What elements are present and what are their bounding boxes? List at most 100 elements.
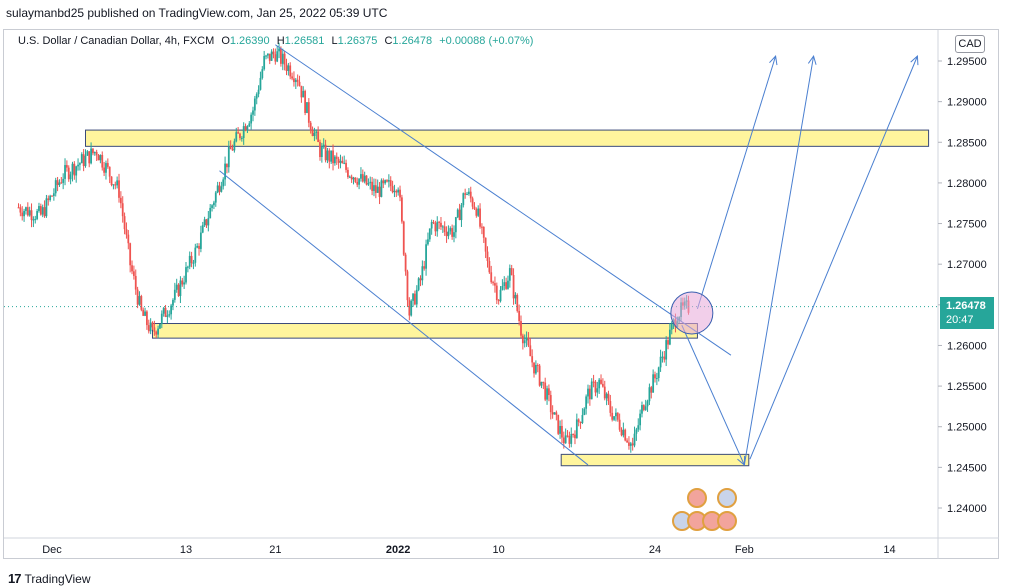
high-value: 1.26581 <box>284 35 325 47</box>
candle-body <box>173 289 176 300</box>
candle-body <box>622 429 625 436</box>
candle-body <box>293 78 295 83</box>
candle-body <box>605 393 608 399</box>
candle-body <box>41 207 44 215</box>
candle-body <box>549 395 552 413</box>
candle-body <box>32 219 35 221</box>
candle-body <box>481 226 483 228</box>
candle-body <box>626 440 628 443</box>
candle-body <box>430 222 433 229</box>
candle-body <box>473 206 476 209</box>
candle-body <box>477 208 480 216</box>
candle-body <box>62 178 65 183</box>
candle-body <box>146 311 148 326</box>
candle-body <box>300 85 303 98</box>
candle-body <box>590 381 593 400</box>
candle-body <box>97 155 100 161</box>
open-label: O <box>221 35 230 47</box>
candle-body <box>257 89 260 95</box>
candle-body <box>555 412 558 415</box>
footer-brand[interactable]: TradingView <box>24 571 91 586</box>
candle-body <box>144 311 146 316</box>
candle-body <box>23 210 25 217</box>
candle-body <box>637 425 640 430</box>
close-label: C <box>384 35 393 47</box>
candle-body <box>661 356 664 358</box>
candle-body <box>108 166 111 177</box>
candle-body <box>166 315 169 317</box>
low-value: 1.26375 <box>337 35 378 47</box>
bar-countdown: 20:47 <box>946 314 974 326</box>
candle-body <box>268 53 271 61</box>
candle-body <box>361 174 364 182</box>
candle-body <box>648 387 651 402</box>
candle-body <box>382 180 385 184</box>
candle-body <box>281 53 284 64</box>
candle-body <box>507 280 509 289</box>
candle-body <box>458 209 461 221</box>
candle-body <box>588 388 591 400</box>
candle-body <box>194 247 197 263</box>
candle-body <box>494 283 496 286</box>
candle-body <box>386 180 388 182</box>
candle-body <box>309 122 312 131</box>
candle-body <box>389 180 392 187</box>
candle-body <box>358 178 360 185</box>
candle-body <box>213 202 215 206</box>
candle-body <box>129 243 132 266</box>
candle-body <box>577 419 580 422</box>
x-tick-label: 2022 <box>386 544 410 556</box>
candle-body <box>294 79 297 83</box>
candle-body <box>38 206 40 211</box>
candle-body <box>315 131 318 134</box>
candle-body <box>186 266 189 268</box>
symbol-label[interactable]: U.S. Dollar / Canadian Dollar, 4h, FXCM <box>18 35 215 47</box>
footer: 17 TradingView <box>8 571 91 586</box>
support-resistance-zone <box>560 453 750 467</box>
candle-body <box>69 174 72 180</box>
candle-body <box>570 433 573 444</box>
candle-body <box>397 189 400 193</box>
candle-body <box>499 289 502 302</box>
candle-body <box>410 300 413 316</box>
y-tick-label: 1.27500 <box>947 219 987 231</box>
candle-body <box>654 374 656 379</box>
candle-body <box>196 245 199 248</box>
candle-body <box>497 300 500 302</box>
candle-body <box>600 379 602 384</box>
candle-body <box>207 218 210 226</box>
candle-body <box>387 180 390 182</box>
candle-body <box>332 150 334 164</box>
candle-body <box>93 151 96 154</box>
high-label: H <box>276 35 285 47</box>
currency-button[interactable]: CAD <box>955 35 985 53</box>
candle-body <box>583 408 586 416</box>
arrow-head-icon <box>769 55 778 66</box>
candle-body <box>464 193 467 195</box>
candle-body <box>655 378 658 380</box>
candle-body <box>306 102 308 113</box>
candle-body <box>360 174 362 179</box>
candle-body <box>347 169 349 177</box>
candle-body <box>378 186 381 197</box>
candle-body <box>594 381 597 393</box>
candle-body <box>289 65 292 77</box>
candle-body <box>239 133 241 139</box>
close-value: 1.26478 <box>392 35 433 47</box>
candle-body <box>88 151 91 164</box>
candle-body <box>157 328 159 335</box>
candle-body <box>374 185 377 193</box>
y-tick-label: 1.28000 <box>947 178 987 190</box>
candle-body <box>419 278 422 281</box>
candle-body <box>514 294 517 299</box>
candle-body <box>263 55 266 70</box>
candle-body <box>479 208 481 227</box>
projection-arrow <box>681 324 745 466</box>
candle-body <box>628 442 630 446</box>
candle-body <box>559 425 561 434</box>
candle-body <box>395 190 398 193</box>
candle-body <box>414 293 416 305</box>
candle-body <box>348 176 351 178</box>
candle-body <box>432 222 435 224</box>
